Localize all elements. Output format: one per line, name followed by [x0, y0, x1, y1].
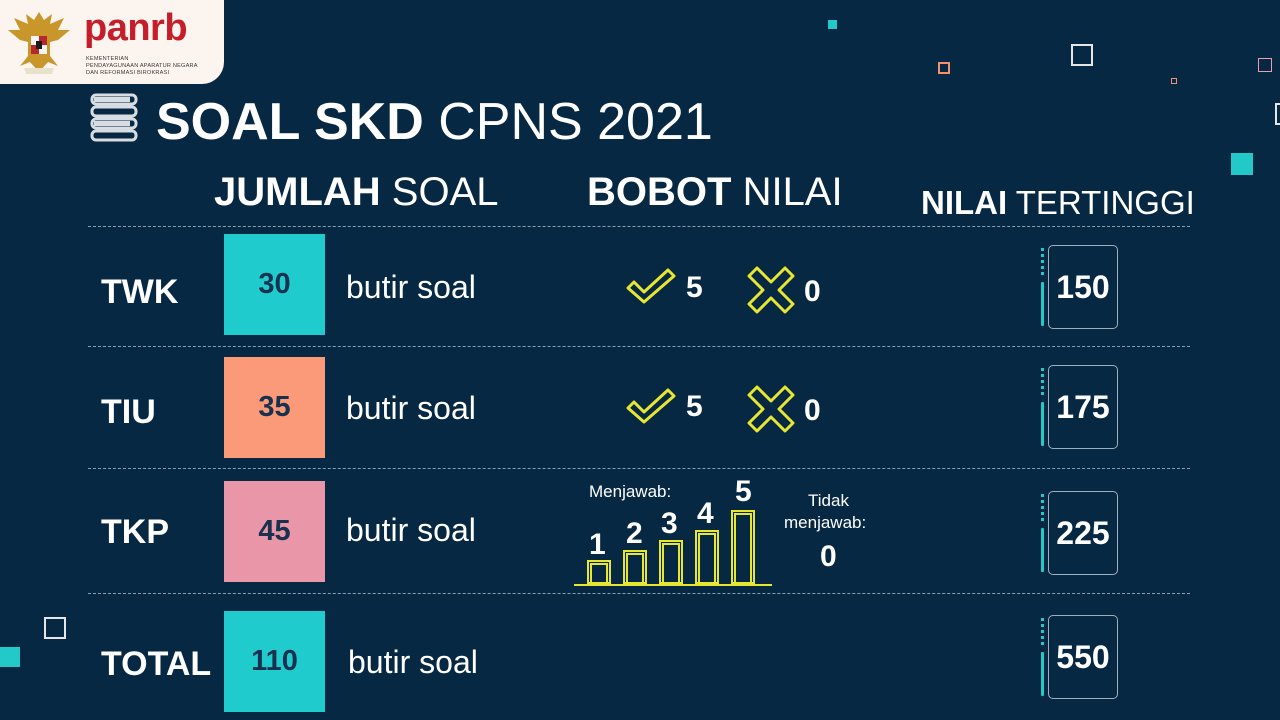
accent-dots — [1041, 248, 1044, 275]
decorative-square — [938, 62, 950, 74]
row-divider — [88, 346, 1190, 347]
count-box-tkp: 45 — [224, 481, 325, 582]
wrong-score: 0 — [804, 394, 821, 427]
row-divider — [88, 468, 1190, 469]
header-light: SOAL — [391, 170, 499, 214]
brand-subtitle-line: DAN REFORMASI BIROKRASI — [86, 70, 170, 76]
accent-line — [1041, 528, 1044, 572]
brand-subtitle-line: KEMENTERIAN — [86, 56, 129, 62]
books-icon — [90, 93, 138, 142]
header-nilai-tertinggi: NILAI TERTINGGI — [921, 184, 1195, 222]
cross-icon — [747, 266, 795, 314]
title-light: CPNS 2021 — [438, 93, 713, 151]
page-title: SOAL SKD CPNS 2021 — [156, 92, 713, 152]
header-light: NILAI — [742, 170, 843, 214]
unanswered-score: 0 — [820, 540, 837, 573]
max-score-tkp: 225 — [1048, 491, 1118, 575]
row-label-twk: TWK — [101, 273, 179, 311]
level-1-label: 1 — [589, 528, 606, 561]
brand-subtitle-line: PENDAYAGUNAAN APARATUR NEGARA — [86, 63, 198, 69]
accent-line — [1041, 402, 1044, 446]
correct-score: 5 — [686, 271, 703, 304]
title-bold: SOAL SKD — [156, 93, 424, 151]
row-label-total: TOTAL — [101, 645, 212, 683]
header-bold: NILAI — [921, 184, 1008, 221]
wrong-score: 0 — [804, 275, 821, 308]
accent-dots — [1041, 368, 1044, 395]
answered-label: Menjawab: — [589, 482, 672, 501]
header-bobot-nilai: BOBOT NILAI — [587, 170, 843, 214]
unanswered-label: Tidak — [808, 491, 849, 510]
cross-icon — [747, 385, 795, 433]
max-score-total: 550 — [1048, 615, 1118, 699]
accent-line — [1041, 652, 1044, 696]
decorative-square — [1231, 153, 1253, 175]
decorative-square — [1171, 78, 1177, 84]
logo-card: panrb KEMENTERIAN PENDAYAGUNAAN APARATUR… — [0, 0, 224, 84]
row-divider — [88, 226, 1190, 227]
unit-label: butir soal — [348, 644, 478, 680]
check-icon — [626, 268, 676, 304]
decorative-square — [1258, 58, 1272, 72]
decorative-square — [1275, 103, 1280, 125]
unit-label: butir soal — [346, 269, 476, 305]
unanswered-label: menjawab: — [784, 513, 867, 532]
decorative-square — [0, 647, 20, 667]
decorative-square — [1071, 44, 1093, 66]
header-jumlah-soal: JUMLAH SOAL — [214, 170, 499, 214]
header-bold: JUMLAH — [214, 170, 381, 214]
brand-name: panrb — [84, 7, 188, 49]
correct-score: 5 — [686, 390, 703, 423]
level-2-label: 2 — [626, 517, 643, 550]
decorative-square — [828, 20, 837, 29]
row-label-tiu: TIU — [101, 393, 156, 431]
row-label-tkp: TKP — [101, 513, 169, 551]
decorative-square — [44, 617, 66, 639]
level-3-label: 3 — [661, 507, 678, 540]
accent-line — [1041, 282, 1044, 326]
header-bold: BOBOT — [587, 170, 732, 214]
unit-label: butir soal — [346, 390, 476, 426]
row-divider — [88, 593, 1190, 594]
tkp-level-bars — [574, 510, 772, 586]
level-5-label: 5 — [735, 475, 752, 508]
max-score-twk: 150 — [1048, 245, 1118, 329]
garuda-emblem-icon — [8, 12, 70, 74]
count-box-total: 110 — [224, 611, 325, 712]
unit-label: butir soal — [346, 512, 476, 548]
accent-dots — [1041, 494, 1044, 521]
count-box-tiu: 35 — [224, 357, 325, 458]
level-4-label: 4 — [697, 497, 714, 530]
accent-dots — [1041, 618, 1044, 645]
count-box-twk: 30 — [224, 234, 325, 335]
check-icon — [626, 388, 676, 424]
max-score-tiu: 175 — [1048, 365, 1118, 449]
header-light: TERTINGGI — [1015, 184, 1195, 221]
